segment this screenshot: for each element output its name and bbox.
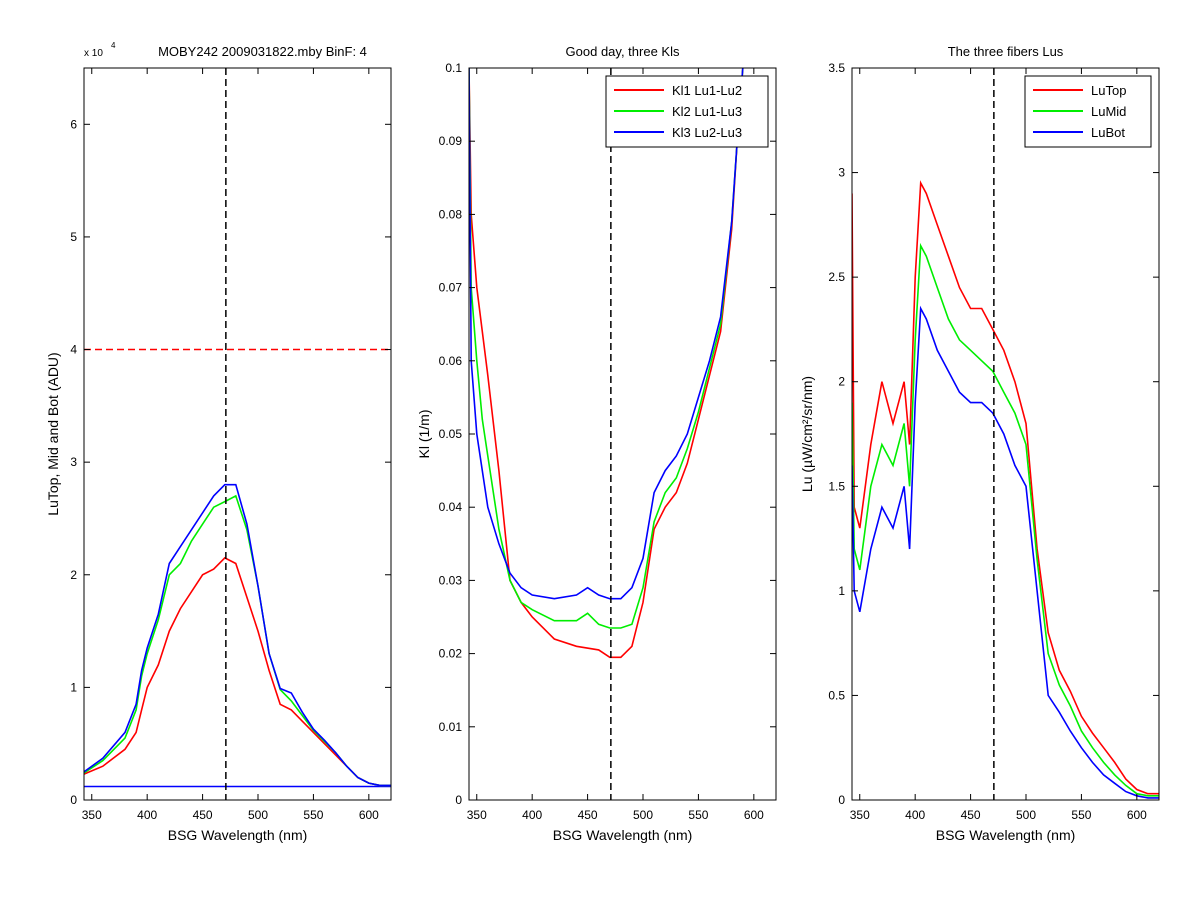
x-axis-label: BSG Wavelength (nm) [553, 827, 693, 843]
x-tick-label: 450 [961, 808, 981, 822]
axes-box [851, 67, 1160, 801]
series-line-1 [469, 68, 744, 659]
series-line-2 [852, 242, 1159, 797]
y-tick-label: 0.03 [439, 573, 463, 587]
chart-title: Good day, three Kls [566, 44, 680, 59]
x-tick-label: 400 [522, 808, 542, 822]
x-tick-label: 400 [905, 808, 925, 822]
x-tick-label: 450 [578, 808, 598, 822]
y-tick-label: 0.5 [828, 688, 845, 702]
legend-label: LuMid [1091, 104, 1126, 119]
y-tick-label: 2 [70, 568, 77, 582]
y-tick-label: 0.05 [439, 427, 463, 441]
y-tick-label: 0.04 [439, 500, 463, 514]
y-tick-label: 2 [838, 375, 845, 389]
x-tick-label: 600 [744, 808, 764, 822]
y-tick-label: 0.02 [439, 647, 463, 661]
y-tick-label: 2.5 [828, 270, 845, 284]
axis-multiplier-exponent: 4 [111, 41, 116, 50]
series-line-3 [84, 483, 391, 787]
y-tick-label: 0.01 [439, 720, 463, 734]
y-axis-label: Kl (1/m) [416, 410, 432, 459]
chart-title: MOBY242 2009031822.mby BinF: 4 [158, 44, 367, 59]
x-tick-label: 550 [688, 808, 708, 822]
x-tick-label: 450 [193, 808, 213, 822]
plot-area [84, 68, 391, 800]
y-tick-label: 0.1 [445, 61, 462, 75]
plot-area [469, 68, 776, 800]
x-tick-label: 600 [1127, 808, 1147, 822]
legend: LuTop LuMid LuBot [1024, 75, 1152, 148]
series-line-3 [469, 68, 744, 600]
y-tick-label: 3.5 [828, 61, 845, 75]
plot-area [852, 68, 1159, 800]
y-tick-label: 1 [838, 584, 845, 598]
y-tick-label: 0 [455, 793, 462, 807]
x-tick-label: 500 [633, 808, 653, 822]
x-tick-label: 500 [1016, 808, 1036, 822]
chart-panel-3: 350 400 450 500 550 600 0 0.5 1 1.5 2 2.5 3 3.5 The th… [799, 44, 1160, 843]
x-tick-label: 550 [303, 808, 323, 822]
y-tick-label: 6 [70, 117, 77, 131]
x-axis-label: BSG Wavelength (nm) [936, 827, 1076, 843]
y-tick-label: 0.07 [439, 281, 463, 295]
y-tick-label: 0.06 [439, 354, 463, 368]
y-tick-label: 5 [70, 230, 77, 244]
y-axis-label: Lu (µW/cm²/sr/nm) [799, 376, 815, 492]
y-tick-label: 0 [70, 793, 77, 807]
axes-box [83, 67, 392, 801]
y-tick-label: 0.09 [439, 134, 463, 148]
y-tick-label: 1 [70, 680, 77, 694]
y-tick-label: 0.08 [439, 207, 463, 221]
legend-label: Kl1 Lu1-Lu2 [672, 83, 742, 98]
legend: Kl1 Lu1-Lu2 Kl2 Lu1-Lu3 Kl3 Lu2-Lu3 [605, 75, 769, 148]
legend-label: LuTop [1091, 83, 1126, 98]
y-tick-label: 3 [838, 166, 845, 180]
x-tick-label: 400 [137, 808, 157, 822]
plot-lines [469, 68, 744, 800]
y-tick-label: 1.5 [828, 479, 845, 493]
chart-panel-2: 350 400 450 500 550 600 0 0.01 0.02 0.03 0.04 0.05 0… [416, 44, 777, 843]
x-tick-label: 500 [248, 808, 268, 822]
y-tick-label: 4 [70, 343, 77, 357]
legend-label: Kl2 Lu1-Lu3 [672, 104, 742, 119]
series-line-3 [852, 305, 1159, 799]
y-axis-label: LuTop, Mid and Bot (ADU) [45, 352, 61, 515]
x-tick-label: 350 [467, 808, 487, 822]
x-axis-label: BSG Wavelength (nm) [168, 827, 308, 843]
x-tick-label: 350 [850, 808, 870, 822]
legend-label: Kl3 Lu2-Lu3 [672, 125, 742, 140]
chart-panel-1: 350 400 450 500 550 600 0 1 2 3 4 5 6 x 10 4 MOBY242 20… [45, 41, 392, 843]
series-line-1 [852, 180, 1159, 795]
chart-title: The three fibers Lus [948, 44, 1064, 59]
series-line-2 [469, 68, 744, 629]
legend-label: LuBot [1091, 125, 1125, 140]
x-tick-label: 350 [82, 808, 102, 822]
y-tick-label: 0 [838, 793, 845, 807]
y-tick-label: 3 [70, 455, 77, 469]
plot-lines [84, 68, 391, 800]
plot-lines [852, 68, 1159, 800]
axis-multiplier: x 10 [84, 48, 103, 59]
x-tick-label: 600 [359, 808, 379, 822]
x-tick-label: 550 [1071, 808, 1091, 822]
